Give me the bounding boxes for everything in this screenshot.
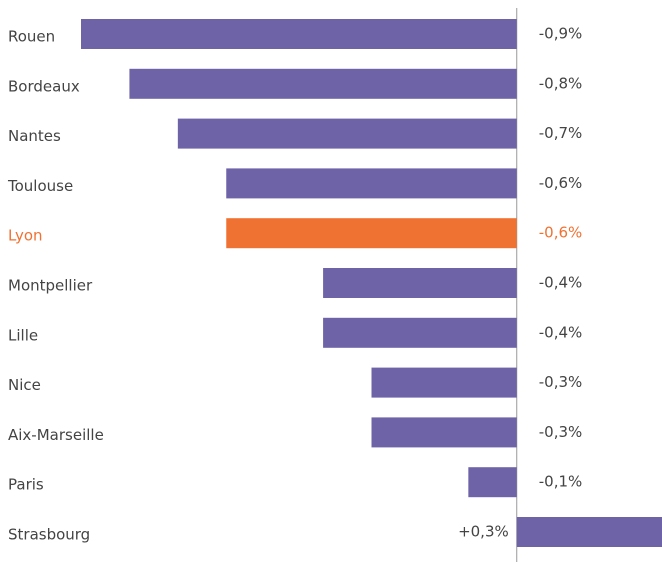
- category-label: Lyon: [8, 227, 43, 245]
- value-label: -0,9%: [539, 25, 583, 43]
- category-label: Nantes: [8, 127, 61, 145]
- bar: [177, 118, 517, 149]
- value-label: -0,4%: [539, 274, 583, 292]
- value-label: -0,7%: [539, 124, 583, 142]
- value-label: -0,1%: [539, 473, 583, 491]
- bar: [516, 517, 662, 547]
- value-label: -0,8%: [539, 74, 583, 92]
- bar: [226, 168, 517, 199]
- category-label: Strasbourg: [8, 526, 90, 544]
- bar: [468, 467, 517, 498]
- value-label: -0,6%: [539, 224, 583, 242]
- category-label: Lille: [8, 326, 38, 344]
- bar: [323, 268, 517, 298]
- value-label: -0,3%: [539, 373, 583, 391]
- bar: [81, 19, 517, 49]
- category-label: Bordeaux: [8, 77, 80, 95]
- value-label: -0,3%: [539, 423, 583, 441]
- category-label: Montpellier: [8, 277, 93, 295]
- bar: [323, 317, 517, 348]
- bar: [226, 218, 517, 249]
- category-label: Rouen: [8, 28, 55, 46]
- category-label: Nice: [8, 376, 41, 394]
- value-label: -0,6%: [539, 174, 583, 192]
- category-label: Aix-Marseille: [8, 426, 104, 444]
- value-label: -0,4%: [539, 323, 583, 341]
- value-label: +0,3%: [458, 523, 509, 541]
- category-label: Paris: [8, 476, 44, 494]
- bar: [371, 417, 517, 448]
- bar: [371, 367, 517, 398]
- bar: [129, 68, 517, 99]
- category-label: Toulouse: [7, 177, 73, 195]
